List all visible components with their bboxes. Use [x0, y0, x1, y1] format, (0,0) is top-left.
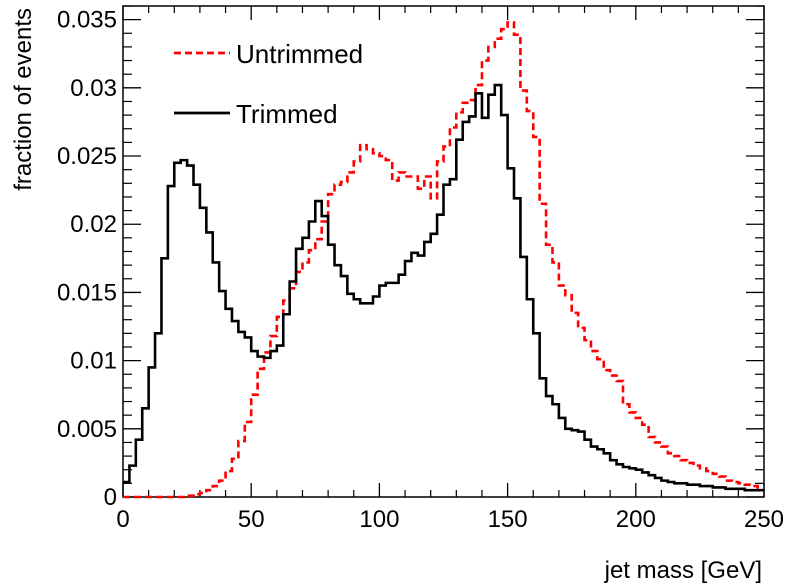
x-tick-label: 50 [238, 506, 265, 533]
plot-border [122, 5, 765, 498]
series-layer [123, 21, 764, 499]
x-axis-ticks: 0 50 100 150 200 250 [116, 6, 784, 533]
x-tick-label: 150 [488, 506, 528, 533]
legend-label-untrimmed: Untrimmed [236, 39, 363, 69]
y-tick-label: 0.025 [57, 143, 117, 170]
y-tick-label: 0.02 [70, 211, 117, 238]
y-tick-label: 0 [104, 484, 117, 511]
plot-frame [122, 5, 765, 498]
x-tick-label: 250 [744, 506, 784, 533]
x-tick-label: 100 [359, 506, 399, 533]
series-line-untrimmed [123, 21, 764, 499]
x-tick-label: 0 [116, 506, 129, 533]
x-tick-label: 200 [616, 506, 656, 533]
y-tick-label: 0.015 [57, 279, 117, 306]
y-tick-label: 0.005 [57, 416, 117, 443]
y-tick-label: 0.035 [57, 7, 117, 34]
y-axis-title: fraction of events [10, 8, 37, 191]
y-axis-ticks: 0 0.005 0.01 0.015 0.02 0.025 0.03 0.035 [57, 5, 764, 511]
y-tick-label: 0.01 [70, 348, 117, 375]
x-axis-title: jet mass [GeV] [604, 557, 762, 584]
legend-label-trimmed: Trimmed [236, 99, 338, 129]
series-line-trimmed [123, 83, 764, 492]
y-tick-label: 0.03 [70, 75, 117, 102]
legend: Untrimmed Trimmed [174, 39, 363, 129]
